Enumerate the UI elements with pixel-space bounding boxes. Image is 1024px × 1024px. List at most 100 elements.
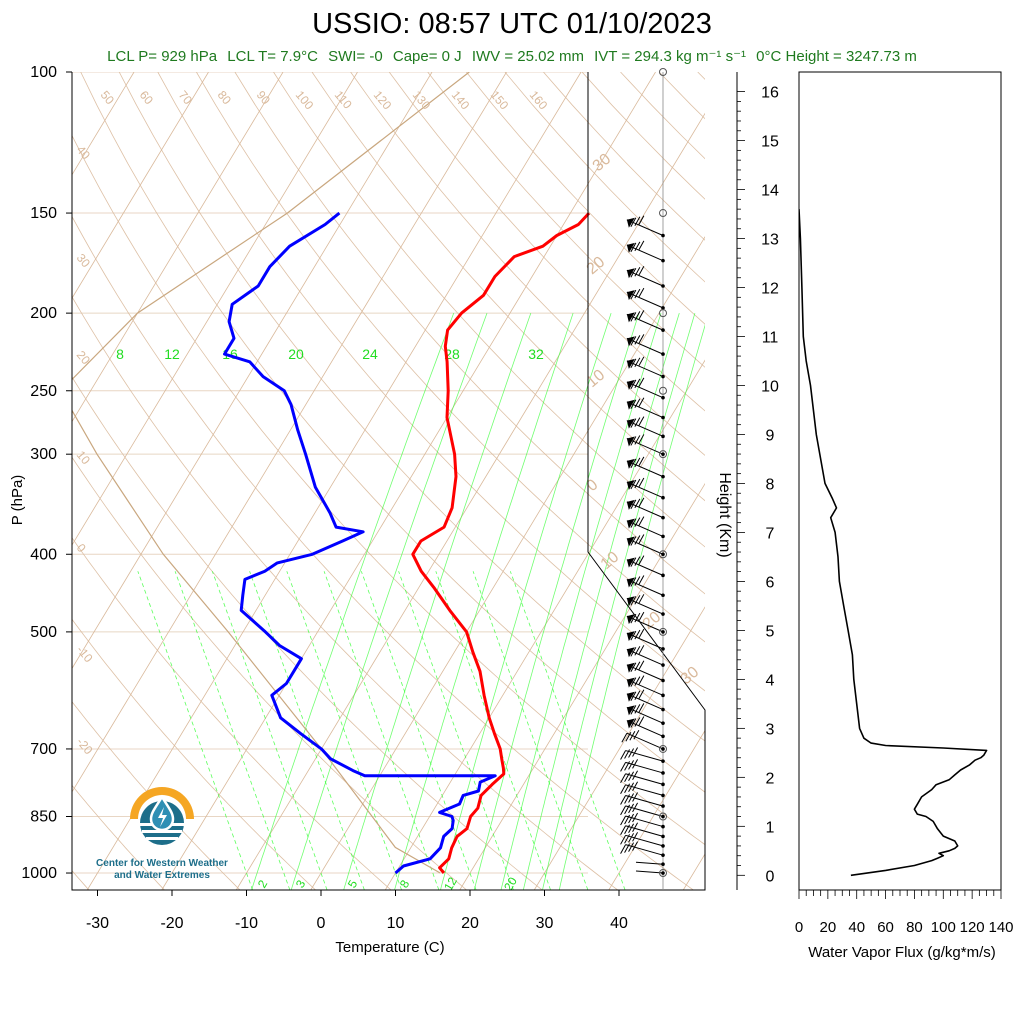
barb-bar — [634, 556, 641, 566]
barb-bar — [638, 534, 645, 544]
y-tick-label: 300 — [30, 446, 57, 463]
dry-adiabat — [72, 215, 694, 890]
dry-adiabat — [620, 72, 705, 160]
stat-lcl-t: LCL T= 7.9°C — [227, 48, 318, 65]
barb-flag — [626, 705, 635, 716]
barb-bar — [638, 594, 645, 604]
barb-bar — [632, 822, 639, 833]
barb-bar — [628, 813, 635, 824]
skewt-frame — [71, 72, 706, 891]
mixing-ratio-line — [290, 312, 488, 890]
barb-bar — [638, 555, 645, 565]
stat-swi: SWI= -0 — [328, 48, 383, 65]
flux-tick-label: 60 — [877, 919, 894, 936]
wind-barb — [626, 266, 665, 288]
barb-bar — [638, 660, 645, 671]
mixing-ratio-line — [522, 312, 680, 890]
x-tick-label: 10 — [387, 915, 405, 932]
wind-barb — [620, 802, 665, 819]
wind-barb — [626, 215, 665, 238]
moist-adiabat — [174, 571, 291, 890]
barb-bar — [632, 770, 639, 780]
barb-bar — [630, 458, 637, 469]
barb-bar — [620, 815, 627, 826]
barb-bar — [634, 398, 641, 409]
isotherm-label: -20 — [74, 735, 96, 758]
barb-staff — [635, 861, 664, 865]
barb-bar — [620, 784, 627, 795]
y-tick-label: 500 — [30, 624, 57, 641]
barb-bar — [634, 457, 641, 468]
flux-xlabel: Water Vapor Flux (g/kg*m/s) — [808, 944, 996, 961]
stat-freezing-height: 0°C Height = 3247.73 m — [756, 48, 917, 65]
flux-tick-label: 20 — [820, 919, 837, 936]
dry-adiabat — [350, 72, 705, 456]
barb-bar — [630, 312, 637, 322]
barb-staff — [626, 420, 664, 437]
barb-bar — [628, 782, 635, 793]
wind-barb — [635, 870, 665, 875]
barb-flag — [626, 596, 635, 607]
x-tick-label: 20 — [461, 915, 479, 932]
barb-flag — [626, 662, 635, 673]
height-tick-label: 2 — [766, 770, 775, 787]
barb-level-circle — [659, 627, 667, 636]
barb-bar — [628, 771, 635, 781]
barb-bar — [624, 749, 631, 759]
mixing-ratio-label: 32 — [528, 346, 544, 362]
flux-tick-label: 140 — [988, 919, 1013, 936]
wind-barb — [620, 792, 665, 808]
isotherm-line — [72, 72, 209, 299]
flux-tick-label: 80 — [906, 919, 923, 936]
height-tick-label: 16 — [761, 85, 779, 102]
barb-flag — [626, 577, 635, 588]
dry-adiabat — [273, 72, 705, 548]
dry-adiabat — [72, 701, 241, 890]
barb-bar — [630, 379, 637, 390]
barb-bar — [634, 357, 641, 368]
barb-level-circle — [659, 450, 667, 459]
y-tick-label: 250 — [30, 383, 57, 400]
barb-bar — [632, 747, 639, 757]
barb-flag — [626, 418, 635, 429]
barb-bar — [634, 288, 641, 299]
isotherm-line — [72, 72, 433, 670]
isotherm-label: 60 — [137, 88, 157, 107]
barb-bar — [633, 729, 640, 740]
barb-bar — [638, 240, 645, 251]
barb-flag — [626, 379, 635, 390]
barb-bar — [632, 759, 639, 769]
barb-dot — [661, 395, 665, 400]
barb-bar — [634, 535, 641, 545]
barb-bar — [630, 358, 637, 369]
isotherm-line — [86, 72, 582, 890]
wind-barb — [635, 861, 665, 867]
barb-bar — [620, 805, 627, 816]
flux-tick-label: 40 — [848, 919, 865, 936]
barb-bar — [630, 691, 637, 702]
barb-bar — [624, 804, 631, 815]
parcel-path — [72, 72, 470, 874]
mixing-ratio-line — [394, 312, 574, 890]
dry-adiabat — [388, 72, 705, 412]
wind-barb — [626, 645, 665, 667]
barb-level-circle — [659, 209, 667, 218]
wind-barb — [620, 781, 665, 798]
barb-staff — [626, 269, 664, 287]
barb-level-circle — [659, 309, 667, 318]
y-tick-label: 1000 — [21, 865, 57, 882]
barb-bar — [638, 689, 645, 700]
barb-bar — [638, 497, 645, 508]
mixing-ratio-label: 8 — [397, 877, 413, 890]
wind-barb — [626, 240, 665, 263]
barb-bar — [624, 834, 631, 844]
dry-adiabat — [311, 72, 705, 502]
barb-bar — [634, 717, 641, 727]
mixing-ratio-line — [542, 312, 696, 890]
barb-staff — [626, 664, 664, 681]
wind-barb — [626, 555, 665, 578]
moist-adiabat — [286, 571, 402, 890]
